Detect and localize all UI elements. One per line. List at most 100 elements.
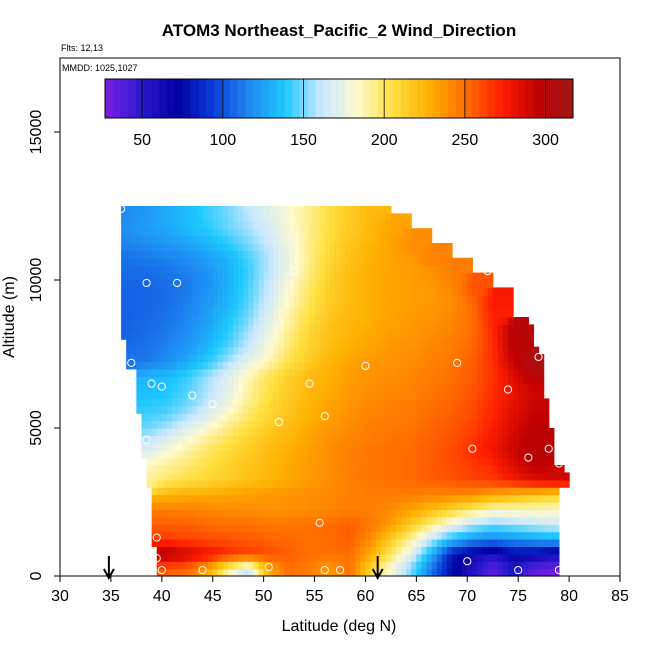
heatmap-cell bbox=[177, 502, 183, 510]
heatmap-cell bbox=[446, 561, 453, 570]
colorbar-segment bbox=[214, 79, 223, 118]
colorbar-segment bbox=[237, 79, 246, 118]
heatmap-cell bbox=[462, 361, 468, 370]
heatmap-cell bbox=[166, 235, 173, 244]
heatmap-cell bbox=[319, 413, 326, 422]
heatmap-cell bbox=[497, 479, 504, 488]
heatmap-cell bbox=[319, 235, 326, 244]
heatmap-cell bbox=[329, 294, 336, 303]
heatmap-cell bbox=[467, 479, 473, 488]
heatmap-cell bbox=[345, 383, 351, 392]
heatmap-cell bbox=[233, 339, 239, 348]
heatmap-cell bbox=[131, 235, 137, 244]
heatmap-cell bbox=[284, 391, 290, 399]
heatmap-cell bbox=[482, 302, 489, 311]
heatmap-cell bbox=[314, 450, 321, 459]
heatmap-cell bbox=[340, 487, 346, 496]
heatmap-cell bbox=[406, 442, 412, 451]
heatmap-cell bbox=[319, 361, 326, 370]
heatmap-cell bbox=[217, 435, 224, 444]
heatmap-cell bbox=[502, 568, 509, 577]
heatmap-cell bbox=[360, 361, 367, 370]
heatmap-cell bbox=[340, 561, 346, 570]
heatmap-cell bbox=[426, 280, 433, 288]
heatmap-cell bbox=[177, 354, 183, 362]
heatmap-cell bbox=[121, 287, 127, 296]
heatmap-cell bbox=[370, 465, 377, 473]
heatmap-cell bbox=[411, 502, 417, 510]
colorbar-segment bbox=[354, 79, 363, 118]
heatmap-cell bbox=[294, 568, 300, 577]
heatmap-cell bbox=[212, 465, 219, 473]
heatmap-cell bbox=[141, 450, 148, 459]
heatmap-cell bbox=[273, 272, 280, 281]
heatmap-cell bbox=[304, 317, 311, 325]
heatmap-cell bbox=[161, 391, 168, 399]
heatmap-cell bbox=[309, 516, 316, 525]
heatmap-cell bbox=[462, 465, 468, 473]
heatmap-cell bbox=[360, 331, 367, 340]
heatmap-cell bbox=[299, 457, 305, 466]
heatmap-cell bbox=[177, 368, 183, 377]
heatmap-cell bbox=[345, 346, 351, 355]
heatmap-cell bbox=[273, 479, 280, 488]
heatmap-cell bbox=[294, 420, 300, 429]
heatmap-cell bbox=[228, 383, 234, 392]
heatmap-cell bbox=[538, 450, 545, 459]
heatmap-cell bbox=[340, 428, 346, 436]
heatmap-cell bbox=[334, 457, 341, 466]
heatmap-cell bbox=[156, 280, 163, 288]
heatmap-cell bbox=[166, 383, 173, 392]
heatmap-cell bbox=[284, 420, 290, 429]
heatmap-cell bbox=[523, 331, 529, 340]
heatmap-cell bbox=[253, 309, 260, 318]
heatmap-cell bbox=[426, 516, 433, 525]
heatmap-cell bbox=[156, 257, 163, 266]
heatmap-cell bbox=[533, 531, 540, 540]
heatmap-cell bbox=[472, 539, 479, 547]
heatmap-cell bbox=[314, 272, 321, 281]
heatmap-cell bbox=[538, 413, 545, 422]
heatmap-cell bbox=[258, 442, 265, 451]
heatmap-cell bbox=[441, 494, 448, 503]
heatmap-cell bbox=[390, 265, 397, 274]
heatmap-cell bbox=[141, 324, 148, 333]
heatmap-cell bbox=[518, 324, 524, 333]
heatmap-cell bbox=[436, 524, 443, 533]
heatmap-cell bbox=[533, 479, 540, 488]
heatmap-cell bbox=[212, 524, 219, 533]
heatmap-cell bbox=[513, 509, 519, 518]
heatmap-cell bbox=[182, 465, 188, 473]
heatmap-cell bbox=[268, 287, 275, 296]
heatmap-cell bbox=[421, 479, 428, 488]
heatmap-cell bbox=[355, 243, 361, 251]
heatmap-cell bbox=[345, 250, 351, 259]
heatmap-cell bbox=[248, 428, 255, 436]
heatmap-cell bbox=[513, 317, 519, 325]
heatmap-cell bbox=[284, 568, 290, 577]
heatmap-cell bbox=[263, 398, 270, 407]
heatmap-cell bbox=[161, 413, 168, 422]
heatmap-cell bbox=[207, 235, 214, 244]
heatmap-cell bbox=[207, 376, 214, 385]
heatmap-cell bbox=[222, 309, 229, 318]
heatmap-cell bbox=[263, 331, 270, 340]
heatmap-cell bbox=[233, 420, 239, 429]
heatmap-cell bbox=[187, 354, 193, 362]
heatmap-cell bbox=[345, 413, 351, 422]
heatmap-cell bbox=[253, 368, 260, 377]
colorbar-segment bbox=[385, 79, 395, 118]
heatmap-cell bbox=[431, 398, 438, 407]
heatmap-cell bbox=[477, 568, 484, 577]
heatmap-cell bbox=[426, 368, 433, 377]
heatmap-cell bbox=[166, 287, 173, 296]
heatmap-cell bbox=[192, 531, 199, 540]
heatmap-cell bbox=[172, 502, 178, 510]
heatmap-cell bbox=[253, 502, 260, 510]
heatmap-cell bbox=[182, 346, 188, 355]
heatmap-cell bbox=[212, 553, 219, 562]
heatmap-cell bbox=[334, 213, 341, 222]
heatmap-cell bbox=[136, 398, 143, 407]
heatmap-cell bbox=[436, 539, 443, 547]
heatmap-cell bbox=[202, 420, 209, 429]
